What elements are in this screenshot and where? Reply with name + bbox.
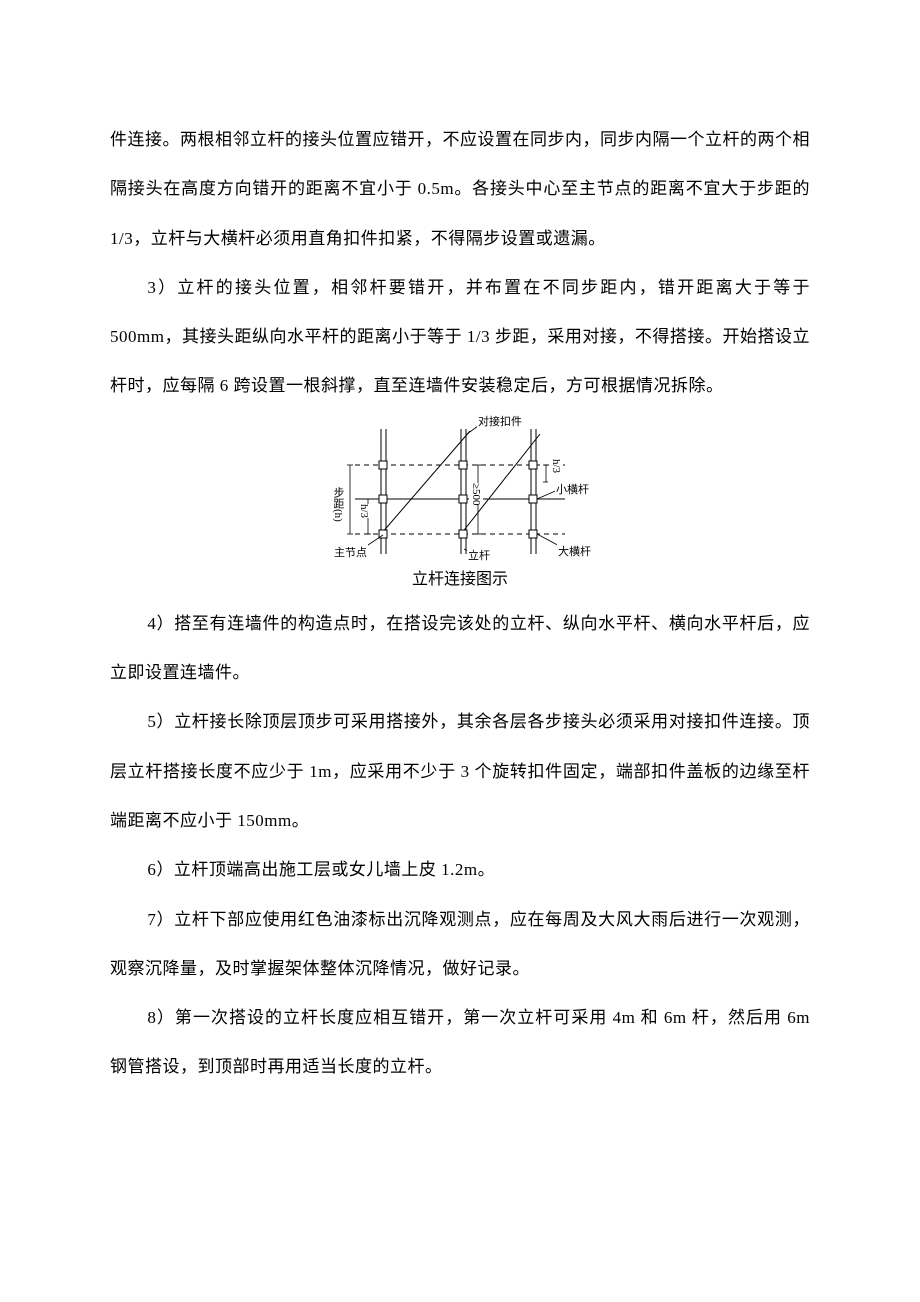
paragraph-item-7: 7）立杆下部应使用红色油漆标出沉降观测点，应在每周及大风大雨后进行一次观测，观察… xyxy=(110,895,810,994)
paragraph-item-4: 4）搭至有连墙件的构造点时，在搭设完该处的立杆、纵向水平杆、横向水平杆后，应立即… xyxy=(110,599,810,698)
diagram-container: 对接扣件 步距(h) h/3 ≥500 h/3 小横杆 主节点 立杆 大横杆 xyxy=(110,419,810,559)
upright-connection-diagram: 对接扣件 步距(h) h/3 ≥500 h/3 小横杆 主节点 立杆 大横杆 xyxy=(325,419,595,559)
label-upright: 立杆 xyxy=(467,547,491,563)
label-small-cross: 小横杆 xyxy=(555,481,590,497)
paragraph-item-5: 5）立杆接长除顶层顶步可采用搭接外，其余各层各步接头必须采用对接扣件连接。顶层立… xyxy=(110,697,810,845)
label-main-node: 主节点 xyxy=(333,544,368,560)
paragraph-continuation: 件连接。两根相邻立杆的接头位置应错开，不应设置在同步内，同步内隔一个立杆的两个相… xyxy=(110,115,810,263)
label-large-cross: 大横杆 xyxy=(557,543,592,559)
paragraph-item-3: 3）立杆的接头位置，相邻杆要错开，并布置在不同步距内，错开距离大于等于 500m… xyxy=(110,263,810,411)
label-third: h/3 xyxy=(357,504,371,518)
label-h3-right: h/3 xyxy=(549,459,563,473)
label-step: 步距(h) xyxy=(329,487,347,522)
paragraph-item-6: 6）立杆顶端高出施工层或女儿墙上皮 1.2m。 xyxy=(110,845,810,894)
label-ge500: ≥500 xyxy=(469,483,483,506)
paragraph-item-8: 8）第一次搭设的立杆长度应相互错开，第一次立杆可采用 4m 和 6m 杆，然后用… xyxy=(110,993,810,1092)
diagram-caption: 立杆连接图示 xyxy=(110,565,810,589)
label-coupling: 对接扣件 xyxy=(477,413,523,429)
